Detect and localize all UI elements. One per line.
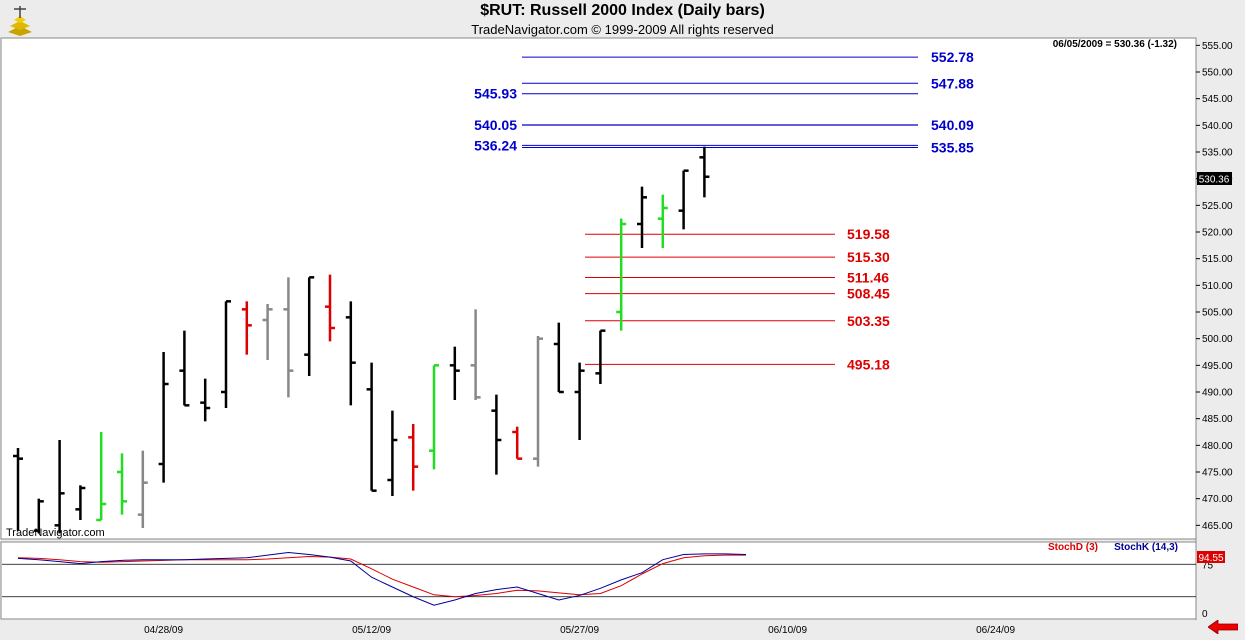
support-label: 511.46 <box>847 270 889 286</box>
y-tick-label: 490.00 <box>1202 388 1233 399</box>
y-tick-label: 465.00 <box>1202 521 1233 532</box>
resistance-label: 547.88 <box>931 75 974 91</box>
ohlc-bar <box>221 300 231 408</box>
stoch-tick-label: 0 <box>1202 609 1208 620</box>
gold-bars-icon[interactable] <box>4 4 36 36</box>
support-label: 503.35 <box>847 313 890 329</box>
stochastic-panel[interactable] <box>0 541 1197 620</box>
y-tick-label: 495.00 <box>1202 361 1233 372</box>
y-tick-label: 535.00 <box>1202 148 1233 159</box>
resistance-label: 535.85 <box>931 139 974 155</box>
ohlc-bar <box>262 304 273 360</box>
y-tick-label: 470.00 <box>1202 494 1233 505</box>
ohlc-bar <box>533 336 543 467</box>
y-tick-label: 525.00 <box>1202 201 1233 212</box>
resistance-label: 545.93 <box>474 86 517 102</box>
chart-title: $RUT: Russell 2000 Index (Daily bars) <box>480 2 765 19</box>
ohlc-bar <box>54 440 65 534</box>
price-panel[interactable] <box>0 37 1197 540</box>
stoch-last-label: 94.55 <box>1198 553 1223 564</box>
y-tick-label: 540.00 <box>1202 121 1233 132</box>
last-price-tag <box>1197 172 1232 185</box>
support-label: 515.30 <box>847 249 890 265</box>
y-tick-label: 500.00 <box>1202 334 1233 345</box>
ohlc-bar <box>75 485 86 520</box>
x-tick-label: 04/28/09 <box>144 625 183 636</box>
ohlc-bar <box>283 277 294 398</box>
support-label: 519.58 <box>847 226 890 242</box>
stoch-last-tag <box>1197 551 1225 563</box>
ohlc-bar <box>429 364 439 470</box>
ohlc-bar <box>657 194 668 248</box>
resistance-label: 540.09 <box>931 117 974 133</box>
ohlc-bar <box>179 330 190 407</box>
resistance-label: 536.24 <box>474 137 517 153</box>
ohlc-bar <box>241 301 252 355</box>
ohlc-bar <box>491 394 502 475</box>
support-label: 508.45 <box>847 286 890 302</box>
ohlc-bar <box>117 453 127 515</box>
ohlc-bar <box>158 352 169 483</box>
ohlc-bar <box>595 329 606 384</box>
ohlc-bar <box>304 276 315 376</box>
ohlc-bar <box>470 309 481 400</box>
red-left-arrow-icon[interactable] <box>1208 620 1238 634</box>
resistance-label: 540.05 <box>474 117 517 133</box>
y-tick-label: 475.00 <box>1202 468 1233 479</box>
ohlc-bar <box>33 498 44 534</box>
ohlc-bar <box>13 448 23 531</box>
ohlc-bar <box>637 186 647 248</box>
y-tick-label: 520.00 <box>1202 228 1233 239</box>
x-tick-label: 06/24/09 <box>976 625 1015 636</box>
price-axis[interactable] <box>1196 38 1244 620</box>
stoch-series-line <box>17 554 746 598</box>
ohlc-bar <box>553 322 564 394</box>
last-value-readout: 06/05/2009 = 530.36 (-1.32) <box>1053 39 1177 50</box>
ohlc-bar <box>574 362 585 440</box>
ohlc-bar <box>616 218 627 331</box>
y-tick-label: 505.00 <box>1202 308 1233 319</box>
ohlc-bar <box>137 450 148 528</box>
y-tick-label: 515.00 <box>1202 254 1233 265</box>
ohlc-bar <box>678 169 689 230</box>
ohlc-bar <box>699 146 710 198</box>
stoch-series-line <box>17 552 747 606</box>
ohlc-bar <box>200 378 211 422</box>
last-price-label: 530.36 <box>1199 175 1230 186</box>
chart-subtitle: TradeNavigator.com © 1999-2009 All right… <box>471 22 774 37</box>
x-tick-label: 05/27/09 <box>560 625 599 636</box>
resistance-label: 552.78 <box>931 49 974 65</box>
ohlc-bar <box>408 424 419 491</box>
y-tick-label: 480.00 <box>1202 441 1233 452</box>
y-tick-label: 510.00 <box>1202 281 1233 292</box>
stochk-legend: StochK (14,3) <box>1114 542 1178 553</box>
ohlc-bar <box>345 301 356 406</box>
ohlc-bar <box>366 362 377 492</box>
support-label: 495.18 <box>847 356 890 372</box>
ohlc-bar <box>449 346 460 400</box>
y-tick-label: 485.00 <box>1202 414 1233 425</box>
stochd-legend: StochD (3) <box>1048 542 1098 553</box>
ohlc-bar <box>96 432 107 522</box>
ohlc-bar <box>325 274 335 342</box>
ohlc-bar <box>512 426 523 460</box>
x-tick-label: 05/12/09 <box>352 625 391 636</box>
ohlc-bar <box>387 410 398 496</box>
y-tick-label: 545.00 <box>1202 94 1233 105</box>
watermark: TradeNavigator.com <box>6 527 105 539</box>
stoch-tick-label: 75 <box>1202 560 1214 571</box>
y-tick-label: 555.00 <box>1202 41 1233 52</box>
y-tick-label: 550.00 <box>1202 68 1233 79</box>
x-tick-label: 06/10/09 <box>768 625 807 636</box>
